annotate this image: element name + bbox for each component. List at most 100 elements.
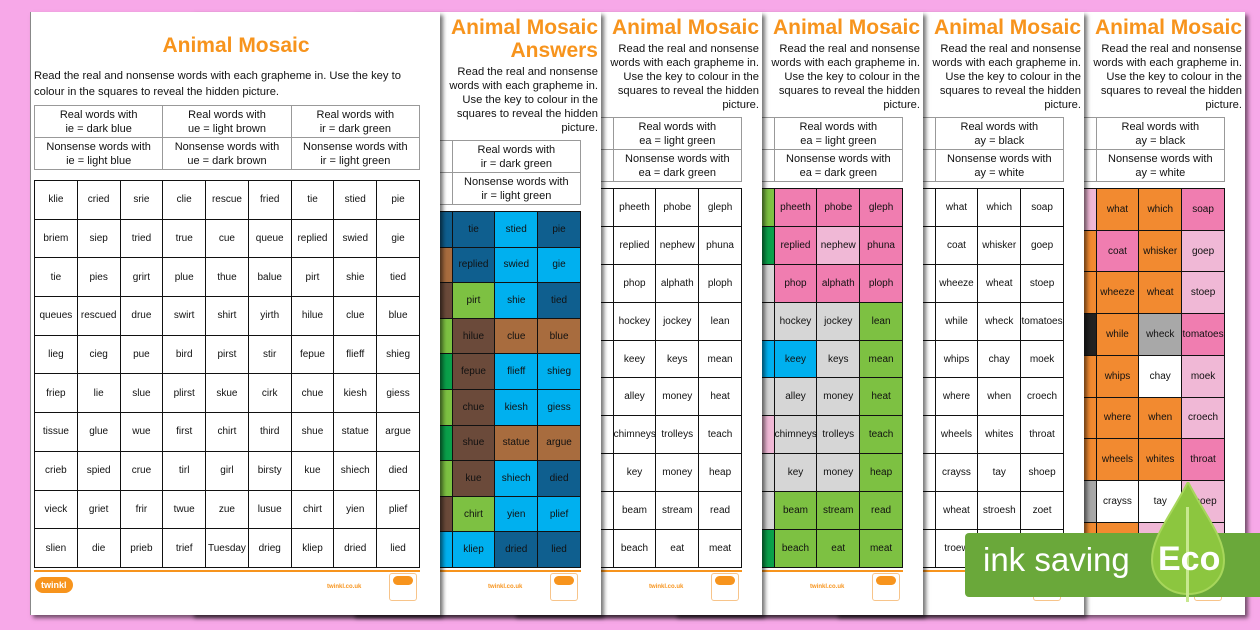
word-cell[interactable]: wheat — [934, 491, 979, 531]
word-cell[interactable]: dried — [494, 531, 539, 568]
word-cell[interactable]: stoep — [1020, 263, 1064, 303]
word-cell[interactable]: shie — [333, 257, 378, 298]
word-cell[interactable]: argue — [537, 424, 581, 462]
word-cell[interactable]: fepue — [290, 334, 335, 375]
word-cell[interactable]: money — [816, 453, 861, 493]
word-cell[interactable]: pue — [119, 334, 164, 375]
word-cell[interactable]: pheeth — [612, 188, 657, 227]
word-cell[interactable]: key — [773, 453, 818, 493]
word-cell[interactable]: died — [376, 450, 420, 491]
word-cell[interactable]: ploph — [859, 263, 903, 303]
word-cell[interactable]: beach — [612, 529, 657, 568]
word-cell[interactable]: phobe — [655, 188, 700, 227]
word-cell[interactable]: shie — [494, 282, 539, 319]
word-cell[interactable]: lieg — [34, 334, 78, 375]
word-cell[interactable]: wheat — [1138, 271, 1183, 315]
word-cell[interactable]: whites — [977, 415, 1022, 455]
word-cell[interactable]: pies — [76, 257, 121, 298]
word-cell[interactable]: queues — [34, 296, 78, 336]
word-cell[interactable]: beam — [773, 491, 818, 531]
word-cell[interactable]: alphath — [816, 263, 861, 303]
word-cell[interactable]: throat — [1020, 415, 1064, 455]
word-cell[interactable]: argue — [376, 412, 420, 452]
word-cell[interactable]: srie — [119, 180, 164, 220]
word-cell[interactable]: gleph — [698, 188, 742, 227]
word-cell[interactable]: drue — [119, 296, 164, 336]
word-cell[interactable]: while — [1095, 313, 1140, 356]
word-cell[interactable]: shue — [290, 412, 335, 452]
word-cell[interactable]: cirk — [247, 373, 292, 414]
word-cell[interactable]: pie — [537, 211, 581, 248]
word-cell[interactable]: where — [934, 377, 979, 417]
word-cell[interactable]: whisker — [977, 225, 1022, 265]
word-cell[interactable]: third — [247, 412, 292, 452]
word-cell[interactable]: prieb — [119, 528, 164, 568]
word-cell[interactable]: fepue — [451, 353, 496, 390]
word-cell[interactable]: flieff — [333, 334, 378, 375]
word-cell[interactable]: griet — [76, 489, 121, 530]
word-cell[interactable]: replied — [773, 225, 818, 265]
word-cell[interactable]: money — [655, 377, 700, 417]
word-cell[interactable]: moek — [1020, 339, 1064, 379]
word-cell[interactable]: wheeze — [1095, 271, 1140, 315]
word-cell[interactable]: beam — [612, 491, 657, 531]
word-cell[interactable]: throat — [1181, 438, 1225, 482]
word-cell[interactable]: fried — [247, 180, 292, 220]
word-cell[interactable]: when — [977, 377, 1022, 417]
word-cell[interactable]: tirl — [162, 450, 207, 491]
word-cell[interactable]: pie — [376, 180, 420, 220]
word-cell[interactable]: dried — [333, 528, 378, 568]
word-cell[interactable]: chue — [290, 373, 335, 414]
word-cell[interactable]: lied — [376, 528, 420, 568]
word-cell[interactable]: alley — [773, 377, 818, 417]
word-cell[interactable]: swied — [333, 218, 378, 259]
word-cell[interactable]: shiech — [494, 460, 539, 497]
word-cell[interactable]: kiesh — [333, 373, 378, 414]
word-cell[interactable]: nephew — [655, 225, 700, 265]
word-cell[interactable]: shiech — [333, 450, 378, 491]
word-cell[interactable]: giess — [537, 388, 581, 426]
word-cell[interactable]: giess — [376, 373, 420, 414]
word-cell[interactable]: tried — [119, 218, 164, 259]
word-cell[interactable]: zoet — [1020, 491, 1064, 531]
word-cell[interactable]: lie — [76, 373, 121, 414]
word-cell[interactable]: phuna — [698, 225, 742, 265]
word-cell[interactable]: whips — [934, 339, 979, 379]
word-cell[interactable]: lusue — [247, 489, 292, 530]
word-cell[interactable]: gie — [537, 246, 581, 284]
word-cell[interactable]: when — [1138, 396, 1183, 440]
word-cell[interactable]: tie — [290, 180, 335, 220]
word-cell[interactable]: key — [612, 453, 657, 493]
word-cell[interactable]: keey — [773, 339, 818, 379]
word-cell[interactable]: chirt — [205, 412, 249, 452]
word-cell[interactable]: stir — [247, 334, 292, 375]
word-cell[interactable]: kiesh — [494, 388, 539, 426]
word-cell[interactable]: heat — [859, 377, 903, 417]
word-cell[interactable]: money — [655, 453, 700, 493]
word-cell[interactable]: meat — [698, 529, 742, 568]
word-cell[interactable]: coat — [934, 225, 979, 265]
word-cell[interactable]: ploph — [698, 263, 742, 303]
word-cell[interactable]: pirst — [205, 334, 249, 375]
word-cell[interactable]: yien — [494, 495, 539, 533]
word-cell[interactable]: stied — [333, 180, 378, 220]
word-cell[interactable]: chimneys — [773, 415, 818, 455]
word-cell[interactable]: friep — [34, 373, 78, 414]
word-cell[interactable]: crieb — [34, 450, 78, 491]
word-cell[interactable]: stream — [816, 491, 861, 531]
word-cell[interactable]: chay — [977, 339, 1022, 379]
word-cell[interactable]: plirst — [162, 373, 207, 414]
word-cell[interactable]: slien — [34, 528, 78, 568]
word-cell[interactable]: zue — [205, 489, 249, 530]
word-cell[interactable]: read — [859, 491, 903, 531]
word-cell[interactable]: keey — [612, 339, 657, 379]
word-cell[interactable]: wheat — [977, 263, 1022, 303]
word-cell[interactable]: balue — [247, 257, 292, 298]
word-cell[interactable]: phobe — [816, 188, 861, 227]
word-cell[interactable]: yirth — [247, 296, 292, 336]
word-cell[interactable]: glue — [76, 412, 121, 452]
word-cell[interactable]: soap — [1020, 188, 1064, 227]
word-cell[interactable]: pheeth — [773, 188, 818, 227]
word-cell[interactable]: stroesh — [977, 491, 1022, 531]
word-cell[interactable]: croech — [1181, 396, 1225, 440]
